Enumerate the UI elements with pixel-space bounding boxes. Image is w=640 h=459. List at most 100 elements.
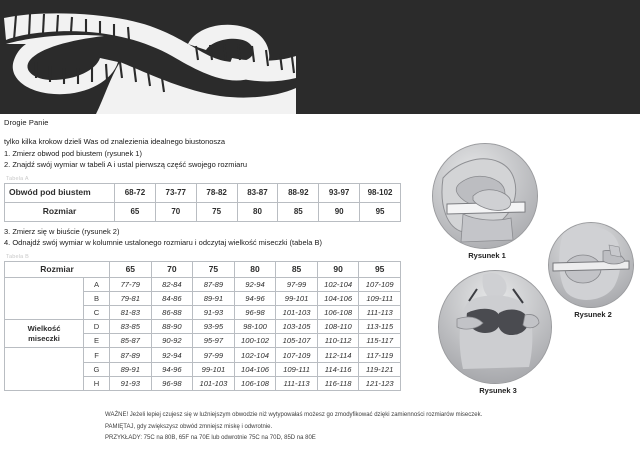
note-remember: PAMIĘTAJ, gdy zwiększysz obwód zmniejsz …: [105, 423, 273, 430]
table-b-side-blank-bottom: [4, 347, 84, 391]
steps-list: tylko kilka krokow dzieli Was od znalezi…: [4, 136, 424, 171]
table-row: Rozmiar 65 70 75 80 85 90 95: [4, 201, 401, 222]
table-b-cell-7-3: 106-108: [233, 375, 277, 392]
table-a-underbust-6: 98-102: [359, 182, 401, 203]
table-b-caption: Tabela B: [6, 253, 30, 260]
table-a-underbust-4: 88-92: [277, 182, 320, 203]
figure-3-caption: Rysunek 3: [479, 386, 517, 395]
table-row: Obwód pod biustem 68-72 73-77 78-82 83-8…: [4, 182, 401, 203]
table-a-caption: Tabela A: [6, 175, 29, 182]
table-b-cell-0-1: 82-84: [150, 276, 194, 292]
table-b-cell-2-6: 111-113: [358, 304, 401, 321]
table-b-cell-0-6: 107-109: [358, 276, 401, 292]
bra-fitting-illustration: [438, 270, 552, 384]
table-b-cell-2-5: 106-108: [316, 304, 360, 321]
table-b-cell-3-2: 93-95: [192, 319, 235, 335]
table-b-cell-7-4: 111-113: [275, 375, 318, 392]
table-b-cell-1-3: 94-96: [233, 290, 277, 306]
table-b-cell-4-6: 115-117: [358, 333, 401, 349]
table-b-cell-0-0: 77-79: [109, 276, 152, 292]
table-b-cell-0-3: 92-94: [233, 276, 277, 292]
note-examples: PRZYKŁADY: 75C na 80B, 65F na 70E lub od…: [105, 435, 316, 442]
table-b-cell-4-5: 110-112: [316, 333, 360, 349]
table-b-cup-4: E: [82, 333, 111, 349]
table-b-cup-5: F: [82, 347, 111, 363]
measuring-underbust-illustration: [432, 143, 538, 249]
table-b-cell-7-0: 91-93: [109, 375, 152, 392]
table-b-cell-1-1: 84-86: [150, 290, 194, 306]
table-b-cell-7-1: 96-98: [150, 375, 194, 392]
table-b-cell-6-1: 94-96: [150, 361, 194, 377]
table-b-cell-3-3: 98-100: [233, 319, 277, 335]
table-b-cell-5-4: 107-109: [275, 347, 318, 363]
table-b-cell-5-0: 87-89: [109, 347, 152, 363]
table-b-cell-0-4: 97-99: [275, 276, 318, 292]
table-b-col-0: 65: [109, 260, 152, 278]
table-b-cell-1-4: 99-101: [275, 290, 318, 306]
table-b-cell-2-1: 86-88: [150, 304, 194, 321]
instructions-panel: Drogie Panie tylko kilka krokow dzieli W…: [3, 118, 424, 392]
table-b-cell-7-2: 101-103: [192, 375, 235, 392]
table-b-cell-5-5: 112-114: [316, 347, 360, 363]
header-banner: [0, 0, 640, 114]
greeting-text: Drogie Panie: [4, 118, 49, 127]
table-b-cell-1-0: 79-81: [109, 290, 152, 306]
table-b-cell-3-4: 103-105: [275, 319, 318, 335]
steps-list-2: 3. Zmierz się w biuście (rysunek 2) 4. O…: [4, 226, 424, 249]
table-b-cell-3-5: 108-110: [316, 319, 360, 335]
table-b-col-2: 75: [192, 260, 235, 278]
table-a-underbust-5: 93-97: [318, 182, 361, 203]
table-b-cell-1-2: 89-91: [192, 290, 235, 306]
measuring-tape-graphic: [4, 13, 296, 114]
table-b-cup-0: A: [82, 276, 111, 292]
table-row: F 87-89 92-94 97-99 102-104 107-109 112-…: [4, 347, 401, 391]
table-b-cell-3-0: 83-85: [109, 319, 152, 335]
table-a-underbust-2: 78-82: [195, 182, 238, 203]
table-a-size-5: 90: [318, 201, 361, 222]
figure-1-caption: Rysunek 1: [468, 251, 506, 260]
table-b-col-5: 90: [316, 260, 360, 278]
step-1: 1. Zmierz obwod pod biustem (rysunek 1): [4, 148, 142, 158]
figure-3: Rysunek 3: [438, 270, 558, 395]
table-b-cell-6-2: 99-101: [192, 361, 235, 377]
table-row: C 81-83 86-88 91-93 96-98 101-103 106-10…: [5, 304, 401, 321]
table-a-underbust-1: 73-77: [154, 182, 197, 203]
table-b-side-label: Wielkość miseczki: [4, 319, 84, 349]
table-b-col-4: 85: [275, 260, 318, 278]
table-b-header-row: Rozmiar 65 70 75 80 85 90 95: [3, 260, 401, 278]
table-b-col-3: 80: [233, 260, 277, 278]
table-b-cell-2-4: 101-103: [275, 304, 318, 321]
table-b-side-blank-top: [4, 276, 84, 321]
footer-notes: WAŻNE! Jeżeli lepiej czujesz się w luźni…: [105, 410, 635, 445]
table-b-header-label: Rozmiar: [3, 260, 111, 278]
table-b-cup-1: B: [82, 290, 111, 306]
table-b-cell-4-1: 90-92: [150, 333, 194, 349]
table-a-size-2: 75: [195, 201, 238, 222]
table-b-cup-2: C: [82, 304, 111, 321]
measuring-bust-illustration: [548, 222, 634, 308]
intro-lead: tylko kilka krokow dzieli Was od znalezi…: [4, 137, 226, 146]
table-row: Wielkość miseczki D 83-85 88-90 93-95 98…: [4, 319, 401, 349]
table-b-cell-5-2: 97-99: [192, 347, 235, 363]
table-b-cell-6-5: 114-116: [316, 361, 360, 377]
table-b-cell-4-0: 85-87: [109, 333, 152, 349]
table-row: E 85-87 90-92 95-97 100-102 105-107 110-…: [5, 333, 401, 349]
figure-2-caption: Rysunek 2: [574, 310, 612, 319]
step-3: 3. Zmierz się w biuście (rysunek 2): [4, 226, 120, 236]
table-b-cell-4-2: 95-97: [192, 333, 235, 349]
table-row: H 91-93 96-98 101-103 106-108 111-113 11…: [5, 375, 401, 392]
table-b-cell-6-4: 109-111: [275, 361, 318, 377]
table-b: Rozmiar 65 70 75 80 85 90 95 A 77-79 82-…: [3, 260, 401, 392]
table-row: B 79-81 84-86 89-91 94-96 99-101 104-106…: [5, 290, 401, 306]
table-b-cell-6-3: 104-106: [233, 361, 277, 377]
table-b-cup-7: H: [82, 375, 111, 392]
step-2: 2. Znajdź swój wymiar w tabeli A i ustal…: [4, 160, 248, 169]
table-a-row-label-underbust: Obwód pod biustem: [4, 182, 115, 203]
table-b-cell-0-2: 87-89: [192, 276, 235, 292]
table-b-cell-3-6: 113-115: [358, 319, 401, 335]
table-b-cell-6-6: 119-121: [358, 361, 401, 377]
table-b-cell-5-1: 92-94: [150, 347, 194, 363]
table-b-side-label-line2: miseczki: [28, 333, 60, 343]
table-b-cell-5-3: 102-104: [233, 347, 277, 363]
table-b-cell-4-3: 100-102: [233, 333, 277, 349]
